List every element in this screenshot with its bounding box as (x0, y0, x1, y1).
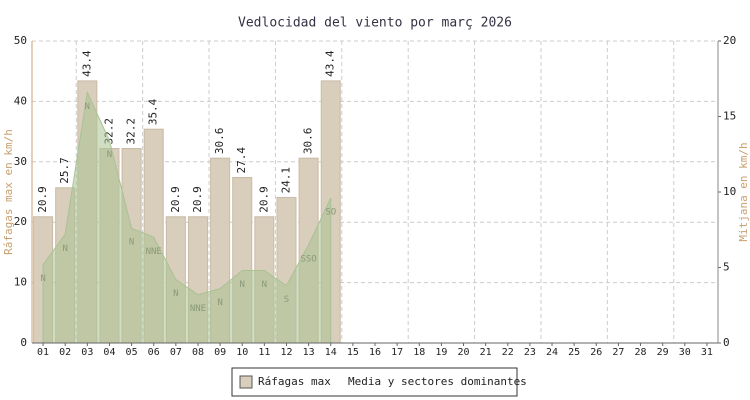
sector-label: SO (325, 208, 336, 218)
y2-tick-label: 10 (723, 185, 736, 198)
legend-box (231, 367, 518, 397)
x-tick-label: 20 (457, 347, 469, 358)
x-tick-label: 26 (590, 347, 602, 358)
bar-value-label: 24.1 (279, 167, 292, 194)
bar-value-label: 20.9 (257, 186, 270, 213)
x-tick-label: 06 (148, 347, 160, 358)
sector-label: N (40, 274, 45, 284)
y2-tick-label: 15 (723, 110, 736, 123)
x-tick-label: 28 (635, 347, 647, 358)
x-tick-label: 16 (369, 347, 381, 358)
bar-value-label: 43.4 (324, 50, 337, 77)
x-tick-label: 11 (258, 347, 270, 358)
sector-label: N (173, 289, 178, 299)
sector-label: N (217, 298, 222, 308)
sector-label: N (107, 150, 112, 160)
x-tick-label: 03 (81, 347, 93, 358)
bar-value-label: 32.2 (125, 118, 138, 145)
bar-value-label: 27.4 (235, 147, 248, 174)
y-tick-label: 0 (20, 336, 27, 349)
x-tick-label: 14 (325, 347, 337, 358)
y-tick-label: 20 (14, 215, 27, 228)
y-tick-label: 50 (14, 34, 27, 47)
bar-value-label: 20.9 (191, 186, 204, 213)
sector-label: SSO (300, 254, 316, 264)
y-tick-label: 40 (14, 94, 27, 107)
sector-label: NNE (190, 304, 206, 314)
x-tick-label: 01 (37, 347, 49, 358)
x-tick-label: 17 (391, 347, 403, 358)
x-tick-label: 22 (502, 347, 514, 358)
x-tick-label: 09 (214, 347, 226, 358)
sector-label: N (240, 280, 245, 290)
x-tick-label: 30 (679, 347, 691, 358)
sector-label: N (262, 280, 267, 290)
bar-value-label: 25.7 (58, 157, 71, 184)
bar-value-label: 43.4 (80, 50, 93, 77)
sector-label: N (129, 238, 134, 248)
x-tick-label: 10 (236, 347, 248, 358)
x-tick-label: 07 (170, 347, 182, 358)
x-tick-label: 05 (126, 347, 138, 358)
x-tick-label: 27 (612, 347, 624, 358)
bar-value-label: 30.6 (213, 128, 226, 155)
x-tick-label: 02 (59, 347, 71, 358)
sector-label: N (62, 244, 67, 254)
bar-value-label: 20.9 (169, 186, 182, 213)
x-tick-label: 12 (280, 347, 292, 358)
sector-label: NNE (146, 247, 162, 257)
x-tick-label: 21 (480, 347, 492, 358)
chart-title: Vedlocidad del viento por març 2026 (238, 16, 512, 31)
x-tick-label: 19 (435, 347, 447, 358)
sector-label: S (284, 295, 289, 305)
legend-label: Media y sectores dominantes (348, 375, 527, 388)
x-tick-label: 29 (657, 347, 669, 358)
x-tick-label: 15 (347, 347, 359, 358)
area (42, 90, 332, 344)
x-tick-label: 23 (524, 347, 536, 358)
bar-value-label: 30.6 (302, 128, 315, 155)
y-axis-label: Ráfagas max en km/h (2, 129, 15, 255)
x-tick-label: 24 (546, 347, 558, 358)
x-tick-label: 31 (701, 347, 713, 358)
x-tick-label: 08 (192, 347, 204, 358)
bar-value-label: 20.9 (36, 186, 49, 213)
y2-tick-label: 5 (723, 261, 730, 274)
y-tick-label: 30 (14, 155, 27, 168)
y2-axis-label: Mitjana en km/h (737, 142, 750, 241)
legend-label: Ráfagas max (258, 375, 331, 388)
x-tick-label: 25 (568, 347, 580, 358)
x-tick-label: 18 (413, 347, 425, 358)
x-tick-label: 04 (103, 347, 115, 358)
y2-tick-label: 0 (723, 336, 730, 349)
legend-swatch (239, 375, 253, 389)
sector-label: N (85, 102, 90, 112)
y2-tick-label: 20 (723, 34, 736, 47)
bar-value-label: 35.4 (147, 98, 160, 125)
y-tick-label: 10 (14, 276, 27, 289)
x-tick-label: 13 (303, 347, 315, 358)
